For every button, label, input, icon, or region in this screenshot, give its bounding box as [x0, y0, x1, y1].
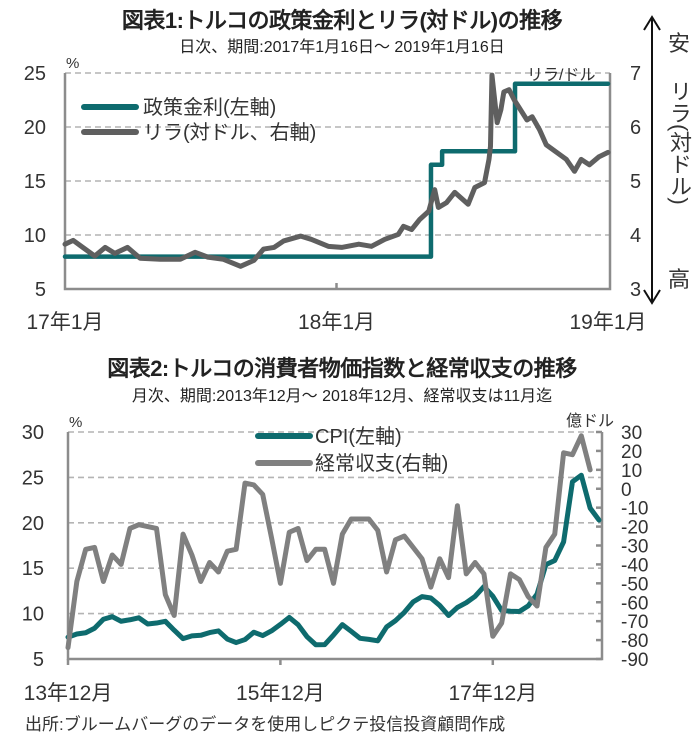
y-right-tick-label: 5	[630, 171, 641, 193]
x-tick-label: 18年1月	[298, 311, 375, 334]
y-right-tick-label: -50	[621, 574, 648, 595]
x-tick-label: 17年1月	[26, 311, 103, 334]
y-right-tick-label: 6	[630, 117, 641, 139]
y-left-tick-label: 20	[24, 117, 46, 139]
legend-label: 政策金利(左軸)	[143, 96, 276, 119]
y-left-tick-label: 25	[22, 467, 44, 489]
y-right-tick-label: -70	[621, 612, 648, 633]
y-right-tick-label: 3	[630, 279, 641, 301]
y-left-tick-label: 10	[24, 225, 46, 247]
source-note: 出所:ブルームバーグのデータを使用しピクテ投信投資顧問作成	[25, 715, 506, 734]
x-tick-label: 15年12月	[236, 682, 325, 705]
y-right-tick-label: 0	[621, 480, 632, 501]
chart-2-title: 図表2:トルコの消費者物価指数と経常収支の推移	[107, 356, 577, 381]
y-right-tick-label: 20	[621, 442, 642, 463]
y-right-tick-label: -60	[621, 593, 648, 614]
y-right-tick-label: -80	[621, 631, 648, 652]
chart-1: 5 10 15 20 25 3 4 5 6 7% リラ/ドル 17年1月 18年1月 19年1月 政策金利(…	[24, 15, 661, 334]
y-right-tick-label: 7	[630, 63, 641, 85]
lira-axis-title: リラ(対ドル)	[667, 80, 692, 205]
y-left-tick-label: 25	[24, 63, 46, 85]
y-left-unit-label: %	[66, 55, 79, 72]
y-right-tick-label: 30	[621, 423, 642, 444]
lira-strong-label: 安	[668, 31, 691, 56]
y-right-tick-label: -10	[621, 499, 648, 520]
policy-rate-line	[62, 81, 611, 259]
chart-1-legend: 政策金利(左軸)リラ(対ドル、右軸)	[81, 96, 316, 144]
y-right-unit-label: リラ/ドル	[527, 67, 595, 84]
chart-1-subtitle: 日次、期間:2017年1月16日～ 2019年1月16日	[179, 39, 505, 56]
legend-label: リラ(対ドル、右軸)	[143, 121, 316, 144]
chart-2-legend: CPI(左軸) 経常収支(右軸)	[255, 425, 448, 475]
y-right-unit-label: 億ドル	[566, 412, 614, 430]
arrow-up-head	[643, 15, 661, 31]
axis-frame	[66, 432, 604, 661]
y-right-tick-label: -40	[621, 555, 648, 576]
lira-usd-line	[62, 72, 611, 269]
cpi-line	[65, 472, 602, 648]
chart-2-subtitle: 月次、期間:2013年12月～ 2018年12月、経常収支は11月迄	[131, 388, 553, 405]
y-left-tick-label: 30	[22, 422, 44, 444]
y-right-tick-label: -20	[621, 518, 648, 539]
y-left-tick-label: 5	[33, 649, 44, 671]
y-left-unit-label: %	[69, 414, 82, 431]
y-right-tick-label: 10	[621, 461, 642, 482]
y-left-tick-label: 15	[24, 171, 46, 193]
y-right-tick-label: 4	[630, 225, 641, 247]
arrow-down-head	[643, 289, 661, 305]
x-tick-label: 17年12月	[448, 682, 537, 705]
legend-label: 経常収支(右軸)	[315, 452, 448, 475]
current-account-line	[65, 433, 593, 651]
y-left-tick-label: 15	[22, 558, 44, 580]
y-right-tick-label: -30	[621, 537, 648, 558]
y-left-tick-label: 10	[22, 604, 44, 626]
double-arrow-icon	[643, 15, 661, 305]
lira-weak-label: 高	[668, 267, 691, 292]
y-left-tick-label: 20	[22, 513, 44, 535]
x-tick-label: 13年12月	[24, 682, 113, 705]
chart-1-title: 図表1:トルコの政策金利とリラ(対ドル)の推移	[121, 8, 563, 33]
x-tick-label: 19年1月	[569, 311, 646, 334]
legend-label: CPI(左軸)	[315, 425, 402, 448]
y-right-tick-label: -90	[621, 650, 648, 671]
y-left-tick-label: 5	[35, 279, 46, 301]
